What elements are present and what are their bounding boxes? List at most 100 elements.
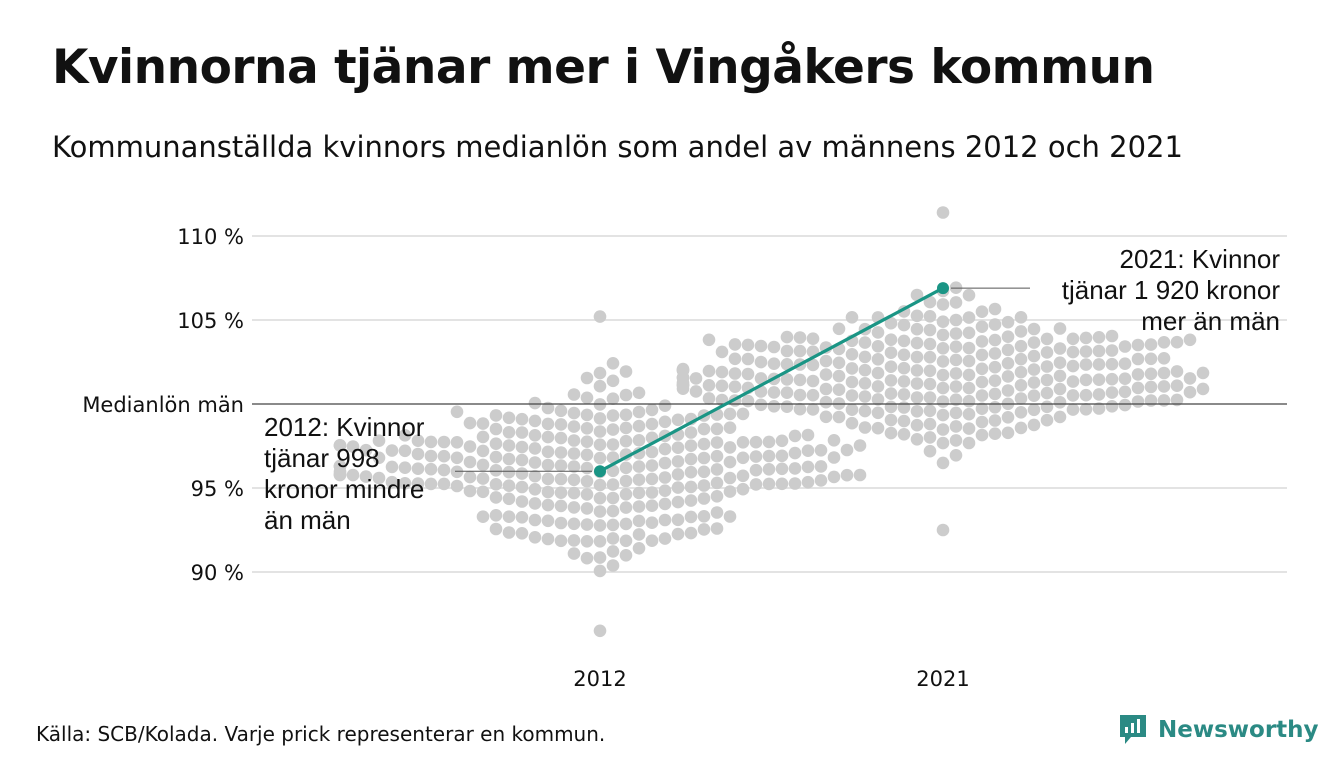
- municipality-dot: [554, 459, 568, 472]
- municipality-dot: [1014, 406, 1028, 419]
- municipality-dot: [619, 434, 633, 448]
- municipality-dot: [593, 425, 607, 438]
- municipality-dot: [988, 333, 1002, 347]
- municipality-dot: [988, 414, 1002, 427]
- municipality-dot: [754, 372, 768, 385]
- municipality-dot: [619, 408, 633, 422]
- municipality-dot: [897, 361, 911, 375]
- municipality-dot: [502, 439, 516, 452]
- municipality-dot: [845, 389, 859, 402]
- municipality-dot: [871, 353, 885, 366]
- municipality-dot: [333, 439, 347, 452]
- municipality-dot: [541, 498, 555, 512]
- gridlines: [252, 235, 1287, 573]
- municipality-dot: [1027, 389, 1041, 403]
- municipality-dot: [567, 388, 581, 401]
- municipality-dot: [988, 302, 1002, 316]
- municipality-dot: [554, 418, 568, 431]
- municipality-dot: [580, 488, 594, 501]
- municipality-dot: [736, 407, 750, 421]
- municipality-dot: [606, 518, 620, 532]
- municipality-dot: [1053, 356, 1067, 370]
- municipality-dot: [645, 516, 659, 529]
- municipality-dot: [936, 368, 950, 382]
- municipality-dot: [923, 417, 937, 431]
- municipality-dot: [767, 340, 781, 354]
- municipality-dot: [910, 377, 924, 390]
- municipality-dot: [1040, 360, 1054, 373]
- municipality-dot: [801, 444, 815, 458]
- municipality-dot: [1001, 330, 1015, 344]
- municipality-dot: [923, 295, 937, 309]
- municipality-dot: [346, 468, 360, 482]
- municipality-dot: [949, 434, 963, 447]
- municipality-dot: [424, 449, 438, 463]
- municipality-dot: [528, 396, 542, 410]
- municipality-dot: [897, 414, 911, 428]
- municipality-dot: [858, 377, 872, 390]
- municipality-dot: [1014, 325, 1028, 338]
- municipality-dot: [515, 467, 529, 480]
- municipality-dot: [684, 510, 698, 524]
- municipality-dot: [489, 450, 503, 464]
- municipality-dot: [723, 471, 737, 485]
- municipality-dot: [1027, 322, 1041, 336]
- municipality-dot: [767, 400, 781, 413]
- municipality-dot: [593, 379, 607, 393]
- municipality-dot: [884, 387, 898, 400]
- municipality-dot: [806, 358, 820, 372]
- municipality-dot: [528, 429, 542, 442]
- municipality-dot: [489, 437, 503, 451]
- municipality-dot: [437, 435, 451, 449]
- newsworthy-logo-text: Newsworthy: [1158, 717, 1319, 743]
- municipality-dot: [632, 542, 646, 555]
- municipality-dot: [502, 465, 516, 479]
- municipality-dot: [775, 434, 789, 448]
- municipality-dot: [710, 476, 724, 490]
- municipality-dot: [884, 426, 898, 440]
- municipality-dot: [593, 491, 607, 505]
- municipality-dot: [1014, 352, 1028, 366]
- municipality-dot: [1092, 331, 1106, 344]
- municipality-dot: [541, 401, 555, 415]
- municipality-dot: [489, 422, 503, 436]
- municipality-dot: [1014, 339, 1028, 353]
- municipality-dot: [515, 453, 529, 467]
- municipality-dot: [832, 410, 846, 424]
- municipality-dot: [767, 386, 781, 399]
- municipality-dot: [1105, 400, 1119, 413]
- municipality-dot: [476, 444, 490, 458]
- municipality-dot: [840, 468, 854, 482]
- municipality-dot: [780, 386, 794, 400]
- municipality-dot: [1001, 384, 1015, 397]
- municipality-dot: [424, 477, 438, 491]
- municipality-dot: [411, 477, 425, 490]
- municipality-dot: [910, 418, 924, 432]
- municipality-dot: [910, 288, 924, 302]
- municipality-dot: [515, 511, 529, 524]
- municipality-dot: [936, 395, 950, 408]
- municipality-dot: [723, 421, 737, 435]
- municipality-dot: [541, 514, 555, 528]
- municipality-dot: [840, 443, 854, 457]
- municipality-dot: [567, 473, 581, 487]
- municipality-dot: [988, 347, 1002, 360]
- municipality-dot: [346, 440, 360, 453]
- newsworthy-logo[interactable]: Newsworthy: [1118, 713, 1319, 747]
- municipality-dot: [671, 495, 685, 509]
- municipality-dot: [736, 482, 750, 496]
- municipality-dot: [1105, 386, 1119, 399]
- municipality-dot: [1092, 402, 1106, 415]
- municipality-dot: [593, 564, 607, 578]
- municipality-dot: [593, 310, 607, 323]
- municipality-dot: [411, 434, 425, 448]
- municipality-dot: [1157, 352, 1171, 365]
- municipality-dot: [528, 442, 542, 455]
- municipality-dot: [632, 434, 646, 447]
- municipality-dot: [606, 491, 620, 505]
- municipality-dot: [936, 328, 950, 342]
- municipality-dot: [619, 388, 633, 402]
- highlight-point: [937, 282, 949, 295]
- municipality-dot: [671, 455, 685, 468]
- y-tick-label: 95 %: [191, 477, 244, 501]
